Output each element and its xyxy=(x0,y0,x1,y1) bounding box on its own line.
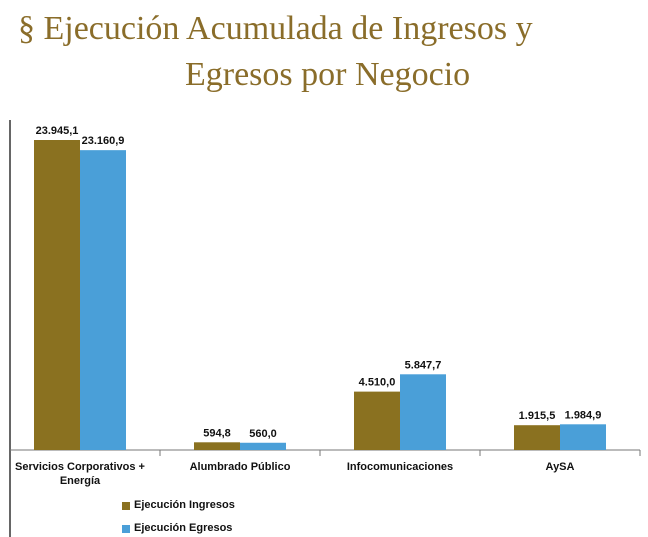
value-label: 5.847,7 xyxy=(405,359,442,371)
bar xyxy=(560,424,606,450)
bar xyxy=(194,442,240,450)
value-label: 23.160,9 xyxy=(82,135,125,147)
bar xyxy=(240,442,286,450)
bar xyxy=(34,140,80,450)
bar xyxy=(514,425,560,450)
value-label: 23.945,1 xyxy=(36,125,79,137)
legend-swatch xyxy=(122,525,130,533)
x-tick-label: Infocomunicaciones xyxy=(346,461,454,473)
bar xyxy=(354,391,400,450)
legend-label: Ejecución Egresos xyxy=(134,522,233,534)
bar xyxy=(80,150,126,451)
value-label: 1.915,5 xyxy=(519,410,556,422)
value-label: 560,0 xyxy=(249,428,277,440)
title-line: Egresos por Negocio xyxy=(185,56,471,93)
x-tick-label: AySA xyxy=(545,461,575,473)
value-label: 1.984,9 xyxy=(565,409,602,421)
x-tick-label: Servicios Corporativos + Energía xyxy=(15,461,145,487)
value-label: 594,8 xyxy=(203,427,231,439)
value-label: 4.510,0 xyxy=(359,377,396,389)
bar xyxy=(400,374,446,450)
title-line: § Ejecución Acumulada de Ingresos y xyxy=(18,10,533,47)
x-tick-label: Alumbrado Público xyxy=(189,461,291,473)
legend-label: Ejecución Ingresos xyxy=(134,499,235,511)
legend-swatch xyxy=(122,502,130,510)
